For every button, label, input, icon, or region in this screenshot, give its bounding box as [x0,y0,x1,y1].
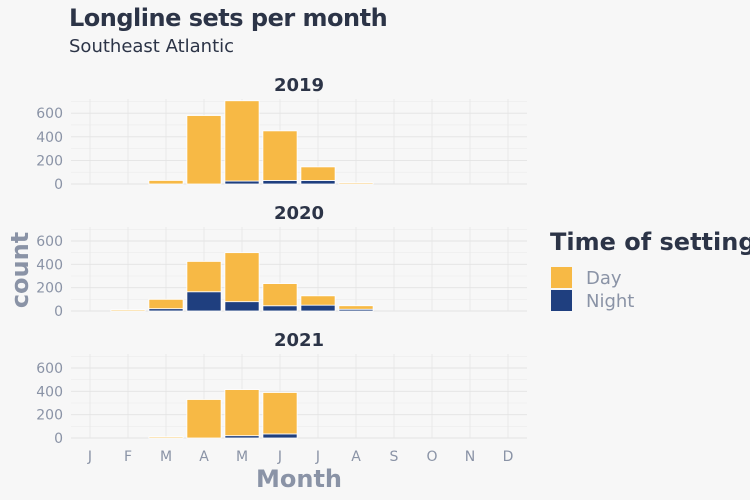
bar-day [148,298,184,310]
legend-label-day: Day [586,268,622,289]
x-tick-label: F [124,449,132,465]
facet-title: 2021 [274,330,324,351]
y-axis-title: count [6,232,34,308]
bar-day [224,100,260,182]
x-tick-label: A [199,449,209,465]
bar-day [262,130,298,181]
x-tick-label: M [160,449,172,465]
y-tick-label: 200 [36,281,63,297]
bar-day [186,399,222,439]
bar-night [262,433,298,439]
y-tick-label: 200 [36,408,63,424]
y-tick-label: 400 [36,384,63,400]
bar-day [300,295,336,306]
x-axis-title: Month [256,465,342,493]
y-tick-label: 200 [36,153,63,169]
x-tick-label: J [315,449,320,465]
bar-night [300,180,336,185]
bar-day [300,166,336,181]
bar-night [224,180,260,185]
y-tick-label: 0 [54,304,63,320]
bar-day [186,261,222,293]
y-tick-label: 600 [36,106,63,122]
x-tick-label: N [465,449,475,465]
bar-day [338,305,374,310]
bar-day [148,180,184,185]
y-tick-label: 400 [36,257,63,273]
bar-night [262,180,298,185]
facet-title: 2019 [274,75,324,96]
y-tick-label: 600 [36,361,63,377]
bar-day [186,115,222,185]
facet-title: 2020 [274,203,324,224]
x-tick-label: S [390,449,399,465]
x-tick-label: J [87,449,92,465]
y-tick-label: 0 [54,177,63,193]
bar-night [300,304,336,312]
chart-subtitle: Southeast Atlantic [69,36,235,57]
y-tick-label: 0 [54,431,63,447]
x-tick-label: M [236,449,248,465]
legend-key-day [551,267,572,288]
bar-night [224,301,260,312]
bar-day [224,389,260,437]
legend-key-night [551,290,572,311]
bar-night [262,305,298,312]
x-tick-label: D [503,449,514,465]
bar-day [338,182,374,185]
x-tick-label: O [426,449,437,465]
legend-label-night: Night [586,291,634,312]
bar-day [148,436,184,439]
legend-title: Time of setting [550,228,750,256]
bar-day [262,392,298,435]
chart-title: Longline sets per month [69,4,388,32]
x-tick-label: J [277,449,282,465]
x-tick-label: A [351,449,361,465]
bar-night [186,291,222,312]
y-tick-label: 400 [36,130,63,146]
bar-day [262,283,298,307]
y-tick-label: 600 [36,234,63,250]
bar-day [224,252,260,303]
bar-day [110,309,146,312]
